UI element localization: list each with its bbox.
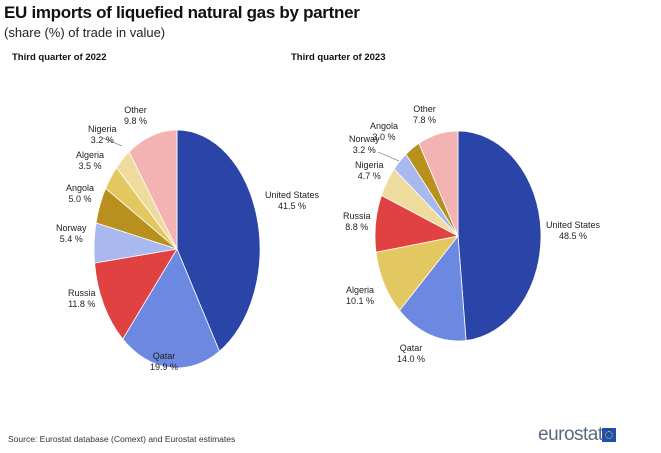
eu-flag-icon <box>602 428 616 442</box>
slice-label-name: Qatar <box>152 351 176 361</box>
leader-line-norway-2023 <box>377 151 400 162</box>
slice-label: Qatar 14.0 % <box>397 343 425 365</box>
slice-label-value: 3.2 % <box>352 145 376 155</box>
slice-label-name: Angola <box>370 121 399 131</box>
slice-label-value: 7.8 % <box>413 115 437 125</box>
slice-label-value: 5.4 % <box>59 234 83 244</box>
pie-slice-qatar-2022 <box>122 248 220 369</box>
slice-label-name: Algeria <box>76 150 105 160</box>
slice-label: Norway 5.4 % <box>56 223 87 245</box>
slice-label: Algeria 3.5 % <box>76 150 104 172</box>
pie-slice-other-2023 <box>418 130 459 237</box>
slice-label: Russia 11.8 % <box>68 288 96 310</box>
slice-label: Nigeria 3.2 % <box>88 124 117 146</box>
slice-label-value: 48.5 % <box>559 231 588 241</box>
pie-title-2022: Third quarter of 2022 <box>12 52 107 63</box>
slice-label-value: 14.0 % <box>397 354 426 364</box>
slice-label: United States 41.5 % <box>265 190 319 212</box>
slice-label-value: 4.7 % <box>357 171 381 181</box>
slice-label: Angola 5.0 % <box>66 183 94 205</box>
slice-label-value: 3.2 % <box>90 135 114 145</box>
slice-label: Qatar 19.9 % <box>150 351 178 373</box>
slice-label-name: Norway <box>349 134 380 144</box>
slice-label-name: Nigeria <box>88 124 117 134</box>
slice-label-name: United States <box>265 190 320 200</box>
pie-slice-united-states-2022 <box>176 129 261 352</box>
pie-slice-qatar-2023 <box>399 234 467 342</box>
chart-title: EU imports of liquefied natural gas by p… <box>4 3 360 22</box>
pie-slice-russia-2022 <box>94 248 178 340</box>
slice-label-value: 10.1 % <box>346 296 375 306</box>
pie-title-2023: Third quarter of 2023 <box>291 52 386 63</box>
slice-label-value: 11.8 % <box>68 299 96 309</box>
slice-label: Algeria 10.1 % <box>346 285 374 307</box>
slice-label-value: 19.9 % <box>150 362 179 372</box>
slice-label-name: Qatar <box>399 343 423 353</box>
slice-label-value: 3.0 % <box>372 132 396 142</box>
slice-label-value: 41.5 % <box>278 201 307 211</box>
source-note: Source: Eurostat database (Comext) and E… <box>8 434 236 444</box>
slice-label-name: Russia <box>343 211 371 221</box>
slice-label-value: 8.8 % <box>345 222 369 232</box>
slice-label-name: Other <box>413 104 436 114</box>
slice-label: Other 7.8 % <box>413 104 436 126</box>
slice-label-value: 5.0 % <box>68 194 92 204</box>
eurostat-logo: eurostat <box>538 424 603 445</box>
slice-label: Other 9.8 % <box>124 105 147 127</box>
pie-slice-united-states-2023 <box>457 130 542 341</box>
slice-label-name: United States <box>546 220 601 230</box>
slice-label-name: Russia <box>68 288 96 298</box>
pie-slice-other-2022 <box>128 129 178 250</box>
slice-label-name: Angola <box>66 183 95 193</box>
slice-label: Russia 8.8 % <box>343 211 371 233</box>
slice-label-name: Nigeria <box>355 160 384 170</box>
leader-line-nigeria-2022 <box>102 137 123 147</box>
slice-label-value: 9.8 % <box>124 116 148 126</box>
slice-label: United States 48.5 % <box>546 220 600 242</box>
slice-label: Norway 3.2 % <box>349 134 380 156</box>
slice-label-name: Other <box>124 105 147 115</box>
slice-label-name: Algeria <box>346 285 375 295</box>
chart-subtitle: (share (%) of trade in value) <box>4 25 166 40</box>
slice-label: Angola 3.0 % <box>370 121 398 143</box>
slice-label-value: 3.5 % <box>78 161 102 171</box>
slice-label: Nigeria 4.7 % <box>355 160 384 182</box>
slice-label-name: Norway <box>56 223 87 233</box>
